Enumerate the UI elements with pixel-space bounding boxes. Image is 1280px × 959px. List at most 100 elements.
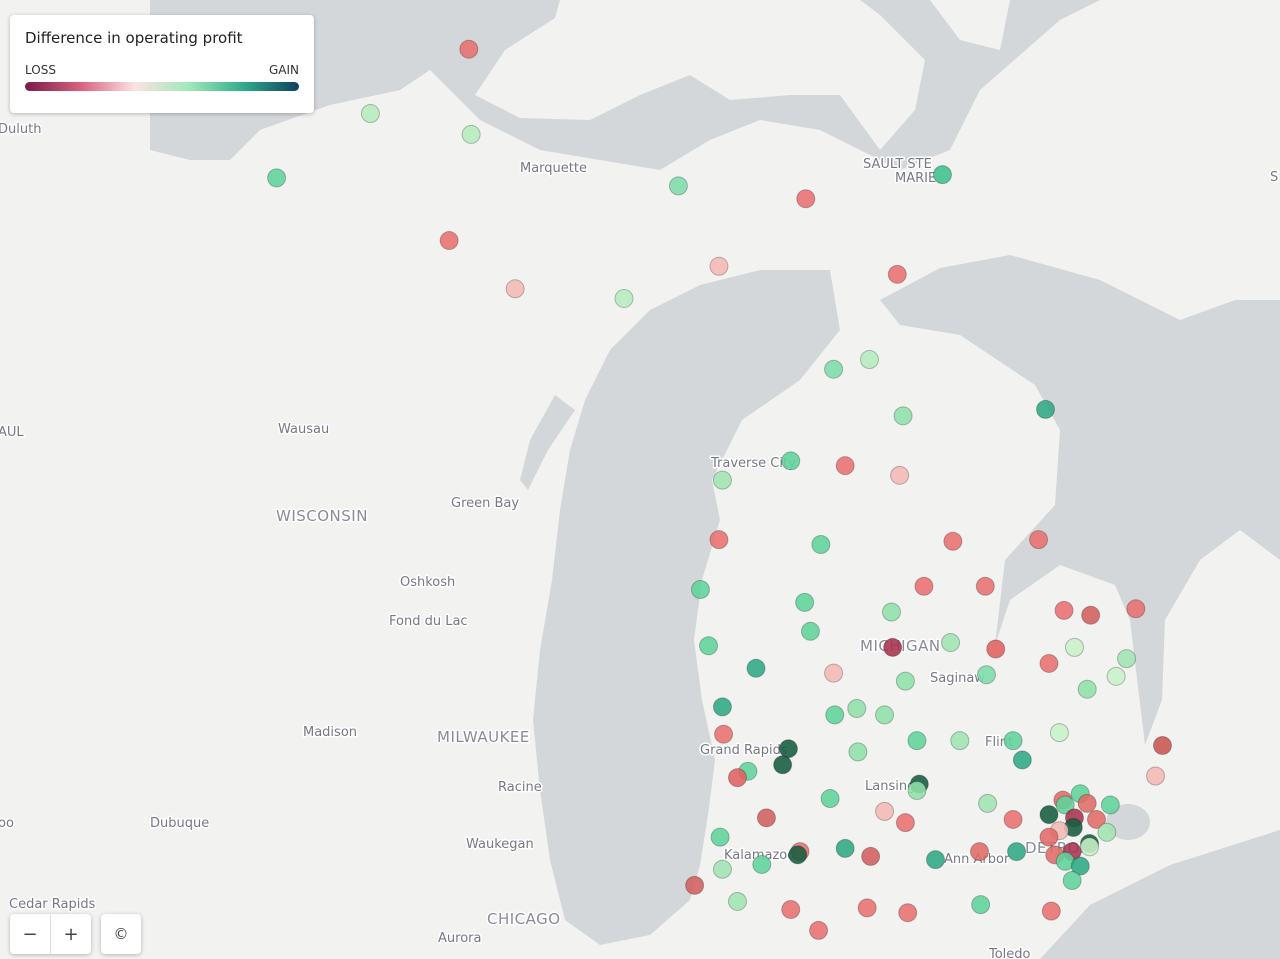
site-marker bbox=[893, 406, 913, 426]
city-label: Dubuque bbox=[150, 816, 209, 831]
site-marker bbox=[505, 279, 525, 299]
city-label: Green Bay bbox=[451, 496, 519, 511]
site-marker bbox=[712, 470, 732, 490]
site-marker bbox=[875, 705, 895, 725]
city-label: MARIE bbox=[895, 171, 936, 186]
site-marker bbox=[788, 845, 808, 865]
legend-low: LOSS bbox=[25, 63, 56, 77]
site-marker bbox=[932, 165, 952, 185]
legend-title: Difference in operating profit bbox=[25, 29, 243, 47]
site-marker bbox=[1039, 653, 1059, 673]
site-marker bbox=[781, 451, 801, 471]
city-label: Oshkosh bbox=[400, 575, 455, 590]
site-marker bbox=[1029, 530, 1049, 550]
site-marker bbox=[360, 104, 380, 124]
site-marker bbox=[883, 637, 903, 657]
site-marker bbox=[943, 531, 963, 551]
site-marker bbox=[1152, 735, 1172, 755]
site-marker bbox=[727, 768, 747, 788]
site-marker bbox=[1080, 837, 1100, 857]
site-marker bbox=[778, 739, 798, 759]
site-marker bbox=[848, 742, 868, 762]
site-marker bbox=[881, 602, 901, 622]
site-marker bbox=[746, 658, 766, 678]
site-marker bbox=[1117, 649, 1137, 669]
city-label: S bbox=[1270, 170, 1278, 185]
site-marker bbox=[976, 665, 996, 685]
site-marker bbox=[1077, 679, 1097, 699]
site-marker bbox=[978, 793, 998, 813]
site-marker bbox=[690, 579, 710, 599]
zoom-in-button[interactable]: + bbox=[50, 914, 91, 954]
city-label: Madison bbox=[303, 725, 357, 740]
city-label: Lansing bbox=[865, 779, 915, 794]
site-marker bbox=[1077, 793, 1097, 813]
city-label: AUL bbox=[0, 425, 24, 440]
site-marker bbox=[1055, 795, 1075, 815]
site-marker bbox=[926, 850, 946, 870]
site-marker bbox=[796, 189, 816, 209]
site-marker bbox=[795, 592, 815, 612]
site-marker bbox=[820, 789, 840, 809]
site-marker bbox=[895, 671, 915, 691]
city-label: CHICAGO bbox=[487, 910, 561, 928]
site-marker bbox=[1070, 856, 1090, 876]
site-marker bbox=[835, 456, 855, 476]
city-label: SAULT STE bbox=[863, 157, 932, 172]
site-marker bbox=[1100, 795, 1120, 815]
city-label: Cedar Rapids bbox=[9, 897, 96, 912]
site-marker bbox=[1012, 750, 1032, 770]
site-marker bbox=[1086, 809, 1106, 829]
site-marker bbox=[1041, 901, 1061, 921]
site-marker bbox=[1054, 600, 1074, 620]
site-marker bbox=[1003, 809, 1023, 829]
city-label: Duluth bbox=[0, 122, 41, 137]
attribution-control: © bbox=[101, 914, 141, 954]
city-label: Traverse City bbox=[710, 456, 796, 471]
site-marker bbox=[811, 534, 831, 554]
site-marker bbox=[1106, 666, 1126, 686]
water bbox=[150, 0, 1280, 959]
zoom-out-button[interactable]: − bbox=[22, 923, 38, 945]
site-marker bbox=[459, 39, 479, 59]
site-marker bbox=[914, 576, 934, 596]
legend: Difference in operating profit LOSS GAIN bbox=[10, 15, 314, 113]
site-marker bbox=[773, 755, 793, 775]
lake-superior bbox=[150, 0, 1100, 170]
zoom-controls: − + bbox=[10, 914, 91, 954]
site-marker bbox=[895, 813, 915, 833]
site-marker bbox=[800, 621, 820, 641]
site-marker bbox=[825, 705, 845, 725]
site-marker bbox=[267, 168, 287, 188]
site-marker bbox=[970, 842, 990, 862]
site-marker bbox=[950, 731, 970, 751]
site-marker bbox=[1039, 805, 1059, 825]
site-marker bbox=[712, 697, 732, 717]
site-marker bbox=[907, 731, 927, 751]
site-marker bbox=[898, 903, 918, 923]
site-marker bbox=[685, 875, 705, 895]
city-label: Wausau bbox=[278, 422, 329, 437]
site-marker bbox=[861, 846, 881, 866]
legend-high: GAIN bbox=[268, 63, 299, 77]
city-label: Waukegan bbox=[466, 837, 534, 852]
lake-erie bbox=[1040, 830, 1280, 959]
city-label: Racine bbox=[498, 780, 542, 795]
site-marker bbox=[1062, 871, 1082, 891]
site-marker bbox=[1049, 723, 1069, 743]
site-marker bbox=[847, 698, 867, 718]
site-marker bbox=[1081, 605, 1101, 625]
site-marker bbox=[986, 639, 1006, 659]
city-label: oo bbox=[0, 816, 14, 831]
city-label: Aurora bbox=[438, 931, 481, 946]
site-marker bbox=[668, 176, 688, 196]
site-marker bbox=[714, 724, 734, 744]
site-marker bbox=[1064, 637, 1084, 657]
site-marker bbox=[614, 288, 634, 308]
site-marker bbox=[809, 920, 829, 940]
city-label: Toledo bbox=[988, 947, 1031, 959]
site-marker bbox=[941, 633, 961, 653]
attribution-button[interactable]: © bbox=[113, 925, 129, 943]
site-marker bbox=[709, 530, 729, 550]
site-marker bbox=[1039, 827, 1059, 847]
